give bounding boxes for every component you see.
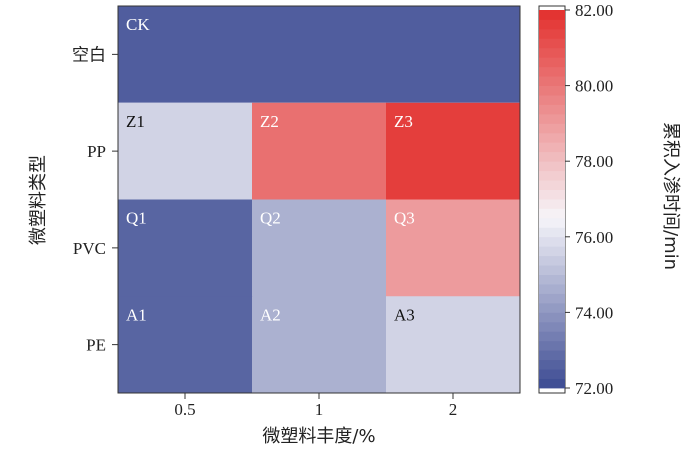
heatmap-cells (118, 6, 521, 394)
colorbar-band (539, 284, 565, 294)
heatmap-cell-ck (118, 6, 520, 103)
cell-label: Z2 (260, 112, 279, 131)
colorbar-tick-label: 82.00 (575, 1, 613, 20)
colorbar-band (539, 293, 565, 304)
y-tick-label: PP (87, 142, 106, 161)
y-axis-ticks: 空白 PP PVC PE (72, 45, 118, 355)
heatmap-cell (252, 296, 387, 394)
y-tick-label: PVC (73, 239, 106, 258)
colorbar-band (539, 378, 565, 389)
heatmap-cell (118, 102, 253, 200)
colorbar-band (539, 199, 565, 209)
colorbar-band (539, 331, 565, 342)
heatmap-cell (252, 199, 387, 297)
cell-label: CK (126, 15, 150, 34)
colorbar-band (539, 66, 565, 77)
x-axis-ticks: 0.5 1 2 (174, 393, 457, 419)
colorbar-band (539, 142, 565, 153)
colorbar-band (539, 359, 565, 370)
colorbar-tick-label: 80.00 (575, 77, 613, 96)
heatmap-cell-labels: CK Z1 Z2 Z3 Q1 Q2 Q3 A1 A2 A3 (126, 15, 415, 324)
colorbar-band (539, 217, 565, 228)
colorbar-band (539, 95, 565, 105)
colorbar-band (539, 85, 565, 96)
heatmap-cell (118, 296, 253, 394)
colorbar-band (539, 28, 565, 39)
colorbar-band (539, 274, 565, 285)
colorbar-band (539, 369, 565, 379)
cell-label: Z1 (126, 112, 145, 131)
colorbar-band (539, 123, 565, 134)
heatmap-cell (252, 102, 387, 200)
colorbar-band (539, 265, 565, 275)
cell-label: A3 (394, 305, 415, 324)
x-tick-label: 1 (315, 400, 324, 419)
y-axis-title: 微塑料类型 (28, 155, 49, 245)
colorbar-band (539, 151, 565, 162)
cell-label: A1 (126, 305, 147, 324)
colorbar-band (539, 208, 565, 219)
colorbar-band (539, 113, 565, 124)
x-tick-label: 0.5 (174, 400, 195, 419)
colorbar-band (539, 321, 565, 332)
cell-label: Q1 (126, 209, 147, 228)
colorbar-band (539, 236, 565, 247)
colorbar: 72.00 74.00 76.00 78.00 80.00 82.00 (538, 1, 613, 398)
colorbar-band (539, 180, 565, 190)
colorbar-band (539, 302, 565, 313)
colorbar-band (539, 161, 565, 172)
heatmap-cell (118, 199, 253, 297)
colorbar-title: 累积入渗时间/min (660, 122, 681, 270)
colorbar-tick-label: 78.00 (575, 152, 613, 171)
colorbar-band (539, 255, 565, 266)
heatmap-cell (386, 102, 521, 200)
cell-label: Z3 (394, 112, 413, 131)
colorbar-tick-label: 74.00 (575, 303, 613, 322)
colorbar-band (539, 19, 565, 30)
heatmap-cell (386, 296, 521, 394)
x-tick-label: 2 (449, 400, 458, 419)
colorbar-band (539, 189, 565, 200)
colorbar-band (539, 227, 565, 238)
heatmap-cell (386, 199, 521, 297)
y-tick-label: PE (86, 336, 106, 355)
colorbar-min-cap (539, 388, 565, 393)
colorbar-band (539, 350, 565, 361)
cell-label: A2 (260, 305, 281, 324)
colorbar-ticks: 72.00 74.00 76.00 78.00 80.00 82.00 (565, 1, 613, 398)
colorbar-max-cap (539, 6, 565, 10)
colorbar-band (539, 57, 565, 68)
colorbar-bands (539, 10, 565, 389)
colorbar-band (539, 10, 565, 20)
colorbar-band (539, 246, 565, 257)
colorbar-band (539, 170, 565, 181)
colorbar-band (539, 340, 565, 351)
colorbar-tick-label: 76.00 (575, 228, 613, 247)
cell-label: Q2 (260, 209, 281, 228)
colorbar-band (539, 104, 565, 115)
colorbar-tick-label: 72.00 (575, 379, 613, 398)
colorbar-band (539, 132, 565, 143)
colorbar-band (539, 47, 565, 58)
colorbar-band (539, 38, 565, 49)
cell-label: Q3 (394, 209, 415, 228)
colorbar-band (539, 76, 565, 86)
y-tick-label: 空白 (72, 45, 106, 64)
x-axis-title: 微塑料丰度/% (262, 426, 375, 447)
colorbar-band (539, 312, 565, 323)
